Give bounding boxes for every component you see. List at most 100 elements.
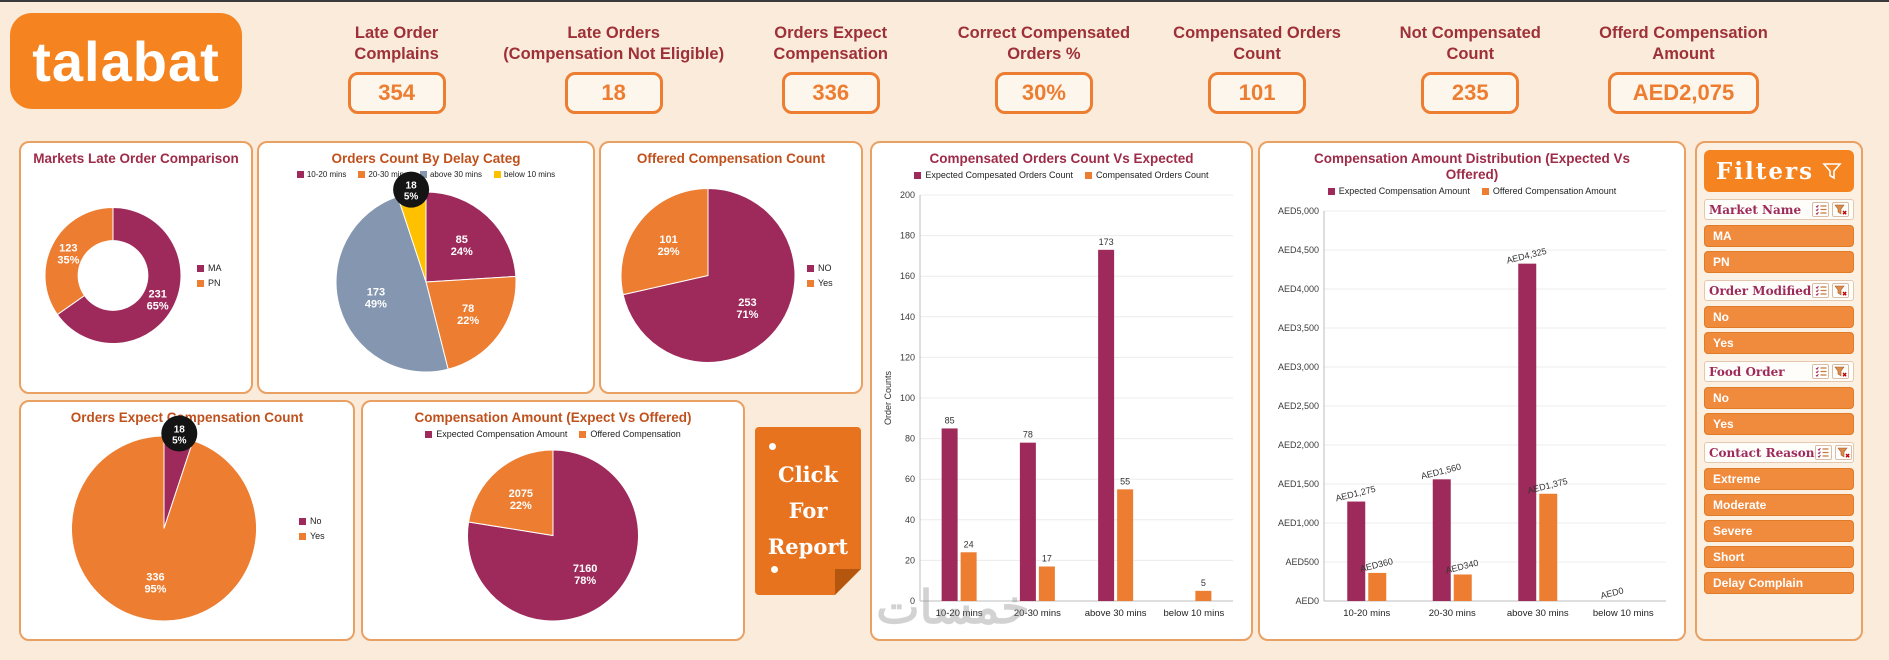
bar-value-label: 85 [945,416,955,426]
clear-filter-button[interactable] [1834,445,1852,460]
chart-title: Compensated Orders Count Vs Expected [929,151,1194,166]
callout-label: 18 5% [404,181,419,203]
card-compensated-vs-expected-bar: Compensated Orders Count Vs Expected Exp… [870,141,1253,641]
slicer-item-moderate[interactable]: Moderate [1704,494,1854,516]
bar-compensated-orders-count-above-30-mins[interactable] [1117,489,1134,602]
y-tick-label: AED0 [1295,596,1319,606]
pie-slice-offered-compensation[interactable] [468,449,554,537]
clear-filter-button[interactable] [1832,202,1849,217]
pie-slice-no[interactable] [622,188,796,364]
chart-title: Offered Compensation Count [636,151,826,166]
slicer-title: Contact Reason [1709,445,1815,460]
legend-swatch [358,171,366,179]
bar-expected-compesated-orders-count-above-30-mins[interactable] [1098,249,1115,602]
bar-expected-compesated-orders-count-10-20-mins[interactable] [941,428,958,602]
bar-offered-compensation-amount-10-20-mins[interactable] [1368,573,1387,602]
pie-slice-expected-compensation-amount[interactable] [467,449,639,622]
legend-item-yes: Yes [299,531,345,541]
pie-area: 336 95% 18 5% [29,415,299,631]
kpi-label: Compensated Orders Count [1173,24,1341,63]
legend-swatch [914,171,922,179]
bar-value-label: 24 [964,539,974,549]
multiselect-button[interactable] [1812,202,1829,217]
slice-label: 173 49% [365,287,387,311]
slicer-header-order-modified: Order Modified [1704,280,1854,301]
x-category-label: above 30 mins [1085,608,1147,619]
legend-label: MA [208,263,222,274]
pie-chart-svg: 7160 78% 2075 22% [467,449,639,622]
bar-value-label: AED4,325 [1505,246,1547,266]
kpi-compensated-orders-count: Compensated Orders Count 101 [1150,20,1363,114]
bar-value-label: AED0 [1599,586,1624,601]
kpi-label: Late Order Complains [354,24,439,63]
pie-slice-yes[interactable] [71,435,257,622]
slicer-item-severe[interactable]: Severe [1704,520,1854,542]
legend-item-expected-compensation-amount: Expected Compensation Amount [1327,186,1470,196]
slicer-item-no[interactable]: No [1704,306,1854,328]
legend: Expected Compesated Orders Count Compensa… [880,170,1243,180]
bar-value-label: 78 [1023,430,1033,440]
slicer-item-delay-complain[interactable]: Delay Complain [1704,572,1854,594]
bar-offered-compensation-amount-20-30-mins[interactable] [1453,574,1472,602]
callout-bubble [393,171,430,208]
slicer-item-pn[interactable]: PN [1704,251,1854,273]
legend-item-above-30-mins: above 30 mins [419,170,482,179]
slicer-header-food-order: Food Order [1704,361,1854,382]
callout-label: 18 5% [172,425,187,447]
slicer-item-short[interactable]: Short [1704,546,1854,568]
bar-expected-compensation-amount-20-30-mins[interactable] [1432,479,1451,602]
x-category-label: 10-20 mins [936,608,983,619]
clear-filter-icon [1834,285,1847,296]
click-report-text: Click For Report [767,462,849,559]
card-compensation-amount-expect-vs-offered: Compensation Amount (Expect Vs Offered) … [361,400,745,641]
bar-area: 0 20 40 60 80 100 120 140 160 180 200 10-20 mins 85 2… [880,181,1243,631]
pie-slice-20-30-mins[interactable] [425,276,517,371]
slicer-order-modified: Order Modified No Yes [1704,280,1854,354]
clear-filter-icon [1836,447,1850,458]
slice-label: 231 65% [147,289,169,313]
y-tick-label: 60 [905,474,915,484]
pie-slice-yes[interactable] [620,188,709,296]
slicer-item-yes[interactable]: Yes [1704,332,1854,354]
legend-label: Yes [310,531,325,542]
pie-slice-above-30-mins[interactable] [335,196,449,373]
kpi-strip: Late Order Complains 354 Late Orders (Compen… [290,20,1790,114]
slicer-item-no[interactable]: No [1704,387,1854,409]
bar-expected-compesated-orders-count-20-30-mins[interactable] [1019,442,1036,602]
pie-chart-svg: 231 65% 123 35% [44,207,182,345]
multiselect-button[interactable] [1812,364,1829,379]
kpi-value: AED2,075 [1607,72,1760,114]
pie-slice-pn[interactable] [44,207,114,316]
bar-compensated-orders-count-below-10-mins[interactable] [1195,591,1212,602]
bar-compensated-orders-count-20-30-mins[interactable] [1038,566,1055,602]
pie-area: 253 71% 101 29% [609,167,807,384]
bar-compensated-orders-count-10-20-mins[interactable] [960,552,977,602]
pie-slice-10-20-mins[interactable] [425,191,517,283]
bar-expected-compensation-amount-10-20-mins[interactable] [1347,501,1366,602]
decor-dot [769,443,776,450]
clear-filter-button[interactable] [1832,364,1849,379]
card-compensation-amount-distribution-bar: Compensation Amount Distribution (Expect… [1258,141,1686,641]
pie-area: 7160 78% 2075 22% [371,440,735,631]
slicer-item-yes[interactable]: Yes [1704,413,1854,435]
y-tick-label: 20 [905,556,915,566]
multiselect-button[interactable] [1812,283,1829,298]
click-report-button[interactable]: Click For Report [755,427,861,595]
legend-swatch [197,264,204,272]
slice-label: 101 29% [658,234,680,258]
clear-filter-button[interactable] [1832,283,1849,298]
multiselect-button[interactable] [1814,445,1832,460]
legend-label: Expected Compesated Orders Count [925,170,1073,181]
slicer-item-ma[interactable]: MA [1704,225,1854,247]
kpi-late-orders-compensation-not-eligible: Late Orders (Compensation Not Eligible) 18 [503,20,724,114]
clear-filter-icon [1834,204,1847,215]
bar-offered-compensation-amount-above-30-mins[interactable] [1539,494,1558,602]
legend-label: No [310,516,322,527]
slicer-item-extreme[interactable]: Extreme [1704,468,1854,490]
slicer-header-market-name: Market Name [1704,199,1854,220]
bar-expected-compensation-amount-above-30-mins[interactable] [1518,264,1537,602]
filter-funnel-icon [1822,163,1842,180]
legend-label: Yes [818,278,833,289]
slice-label: 78 22% [457,303,479,327]
y-tick-label: 100 [900,393,915,403]
